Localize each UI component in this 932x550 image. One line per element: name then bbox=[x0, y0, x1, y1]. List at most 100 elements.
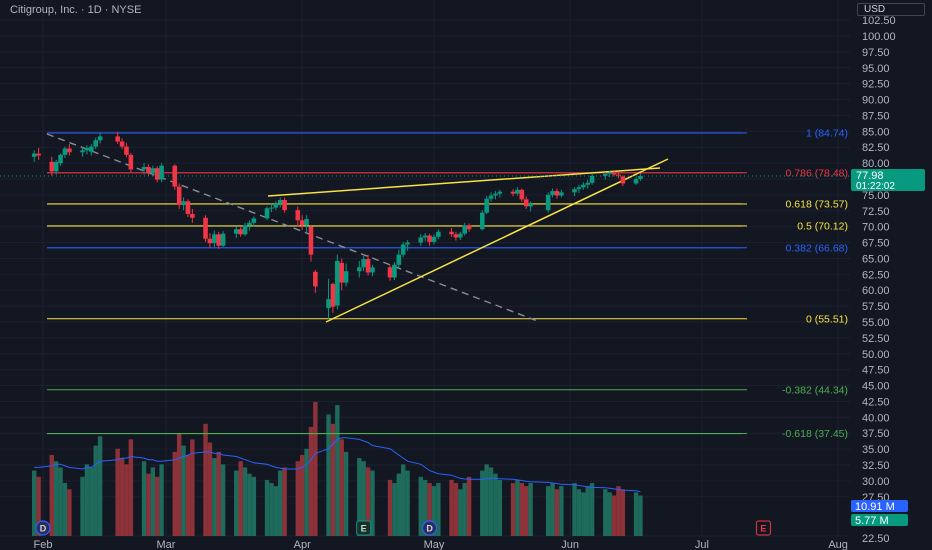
volume-bar bbox=[554, 489, 560, 536]
volume-bar bbox=[466, 476, 472, 536]
volume-bar bbox=[387, 479, 393, 536]
candle bbox=[299, 215, 305, 230]
candle bbox=[528, 201, 533, 212]
currency-selector[interactable]: USD bbox=[857, 3, 925, 16]
volume-bar bbox=[357, 458, 362, 536]
volume-bar bbox=[603, 489, 608, 536]
volume-bar bbox=[545, 486, 551, 536]
volume-bar bbox=[220, 464, 226, 536]
candle bbox=[84, 145, 90, 155]
candle bbox=[247, 220, 252, 231]
candle bbox=[251, 216, 257, 227]
volume-bar bbox=[141, 461, 147, 536]
symbol-header[interactable]: Citigroup, Inc. · 1D · NYSE bbox=[10, 4, 142, 16]
candle bbox=[62, 146, 68, 159]
price-tick-label: 102.50 bbox=[862, 15, 896, 27]
fibonacci-retracement[interactable]: 1 (84.74) 0.786 (78.48) 0.618 (73.57) 0.5 (… bbox=[47, 127, 848, 440]
volume-bar bbox=[405, 470, 410, 536]
price-tick-label: 32.50 bbox=[862, 460, 890, 472]
candle bbox=[585, 179, 591, 189]
candle bbox=[431, 234, 437, 245]
earnings-marker[interactable]: E bbox=[755, 520, 771, 536]
fib-level-label: 0.618 (73.57) bbox=[786, 198, 848, 210]
candle bbox=[365, 254, 371, 276]
candle bbox=[115, 131, 120, 145]
candle bbox=[387, 265, 393, 281]
candle bbox=[554, 188, 560, 199]
volume-bar bbox=[607, 492, 612, 536]
price-tick-label: 90.00 bbox=[862, 95, 890, 107]
volume-bar bbox=[572, 483, 577, 536]
price-tick-label: 60.00 bbox=[862, 285, 890, 297]
volume-bar bbox=[251, 476, 257, 536]
price-tick-label: 67.50 bbox=[862, 238, 890, 250]
price-tick-label: 22.50 bbox=[862, 533, 890, 545]
volume-bar bbox=[299, 454, 305, 536]
dividend-marker[interactable]: D bbox=[35, 520, 51, 536]
volume-bar bbox=[67, 489, 72, 536]
candle bbox=[304, 215, 309, 235]
candle bbox=[392, 262, 397, 281]
candle bbox=[576, 184, 582, 193]
candle bbox=[361, 255, 366, 272]
volume-bar bbox=[427, 483, 432, 536]
volume-bar bbox=[89, 467, 94, 536]
candle bbox=[220, 231, 226, 248]
volume-bar bbox=[343, 451, 349, 536]
candle bbox=[273, 201, 279, 211]
volume-bar bbox=[146, 473, 151, 536]
volume-bar bbox=[115, 448, 120, 536]
dividend-marker[interactable]: D bbox=[421, 520, 438, 536]
candle bbox=[159, 163, 164, 183]
support-trendline[interactable] bbox=[325, 158, 669, 323]
time-tick-label: Feb bbox=[34, 539, 53, 550]
candle bbox=[589, 173, 595, 185]
fib-level-label: 0.382 (66.68) bbox=[786, 242, 848, 254]
volume-bar bbox=[370, 470, 375, 536]
svg-text:5.77 M: 5.77 M bbox=[855, 515, 889, 527]
candle bbox=[523, 196, 529, 209]
price-tick-label: 57.50 bbox=[862, 301, 890, 313]
volume-bar bbox=[49, 454, 54, 536]
candle bbox=[295, 206, 301, 227]
volume-bar bbox=[176, 433, 182, 536]
volume-bar bbox=[172, 451, 177, 536]
earnings-marker[interactable]: E bbox=[356, 520, 372, 536]
volume-bar bbox=[207, 442, 213, 536]
volume-bar bbox=[497, 479, 503, 536]
candle bbox=[427, 233, 432, 246]
grid bbox=[0, 0, 850, 537]
candle bbox=[264, 206, 270, 221]
candle bbox=[212, 230, 217, 248]
volume-bar bbox=[273, 486, 279, 536]
candle bbox=[488, 192, 494, 202]
price-tick-label: 85.00 bbox=[862, 126, 890, 138]
volume-bar bbox=[159, 464, 164, 536]
resistance-trendline[interactable] bbox=[267, 167, 661, 197]
candle bbox=[282, 197, 287, 213]
volume-bar bbox=[62, 483, 68, 536]
event-markers: D DE E bbox=[35, 520, 771, 536]
candle bbox=[484, 196, 489, 214]
fib-level-label: 1 (84.74) bbox=[806, 127, 848, 139]
volume-bar bbox=[638, 495, 643, 536]
volume-bar bbox=[559, 486, 564, 536]
volume-bar bbox=[119, 458, 125, 536]
candle bbox=[462, 222, 468, 236]
price-tick-label: 62.50 bbox=[862, 269, 890, 281]
volume-ma-line bbox=[34, 437, 641, 493]
price-tick-label: 47.50 bbox=[862, 365, 890, 377]
price-tick-label: 65.00 bbox=[862, 253, 890, 265]
candle bbox=[620, 175, 626, 186]
candle bbox=[602, 172, 608, 180]
candle bbox=[93, 137, 99, 150]
svg-text:E: E bbox=[361, 524, 367, 534]
price-tick-label: 37.50 bbox=[862, 428, 890, 440]
candle bbox=[611, 170, 617, 177]
volume-bar bbox=[238, 461, 243, 536]
bar-countdown: 01:22:02 bbox=[856, 181, 895, 192]
price-tick-label: 45.00 bbox=[862, 381, 890, 393]
candle bbox=[31, 150, 37, 162]
candle bbox=[493, 191, 498, 200]
